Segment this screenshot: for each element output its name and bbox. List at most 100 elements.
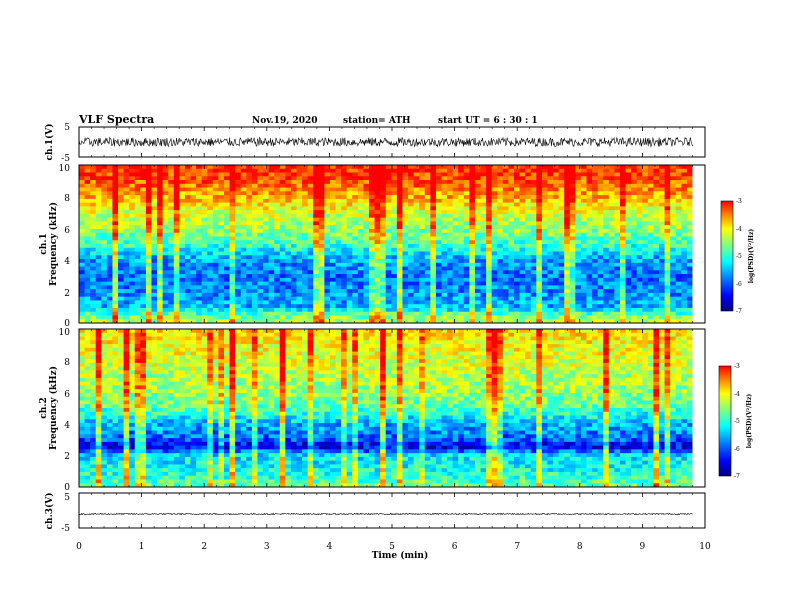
ch1-spectrogram-cell [307, 221, 314, 226]
ch1-spectrogram-cell [592, 315, 599, 320]
ch1-spectrogram-cell [480, 236, 487, 241]
ch1-spectrogram-cell [480, 240, 487, 245]
ch2-spectrogram-cell [112, 441, 119, 447]
ch1-spectrogram-cell [675, 311, 682, 316]
ch1-spectrogram-cell [603, 187, 610, 192]
ch1-spectrogram-cell [173, 304, 180, 309]
ch1-spectrogram-cell [575, 225, 582, 230]
ch1-spectrogram-cell [257, 165, 264, 170]
ch1-spectrogram-cell [179, 289, 186, 294]
ch1-spectrogram-cell [452, 217, 459, 222]
ch1-spectrogram-cell [145, 180, 152, 185]
ch1-spectrogram-cell [363, 168, 370, 173]
ch1-spectrogram-cell [452, 232, 459, 237]
ch1-spectrogram-cell [263, 202, 270, 207]
ch1-spectrogram-cell [369, 296, 375, 301]
ch1-spectrogram-cell [369, 259, 375, 264]
ch1-spectrogram-cell [619, 210, 626, 215]
ch1-spectrogram-cell [329, 206, 336, 211]
ch1-spectrogram-cell [224, 172, 230, 177]
ch1-spectrogram-cell [201, 277, 208, 283]
ch1-spectrogram-cell [681, 213, 688, 219]
ch1-spectrogram-cell [491, 195, 498, 200]
ch1-spectrogram-cell [251, 228, 258, 234]
ch1-spectrogram-cell [508, 228, 515, 234]
ch1-spectrogram-cell [285, 289, 292, 294]
ch1-spectrogram-cell [168, 221, 175, 226]
ch1-spectrogram-cell [357, 255, 364, 260]
ch1-spectrogram-cell [112, 300, 119, 305]
ch1-spectrogram-cell [525, 281, 532, 286]
ch2-spectrogram-cell [84, 332, 91, 337]
ch1-spectrogram-cell [419, 187, 426, 192]
ch1-spectrogram-cell [592, 307, 599, 313]
ch1-spectrogram-cell [341, 191, 348, 196]
ch2-spectrogram-cell [79, 396, 85, 401]
ch2-spectrogram-cell [95, 426, 102, 431]
ch1-spectrogram-cell [530, 307, 537, 313]
ch1-spectrogram-cell [430, 236, 437, 241]
ch1-spectrogram-cell [118, 296, 125, 301]
ch1-spectrogram-cell [664, 180, 671, 185]
ch1-spectrogram-cell [79, 225, 85, 230]
ch1-spectrogram-cell [357, 300, 364, 305]
ch1-spectrogram-cell [196, 319, 203, 324]
ch1-spectrogram-cell [380, 255, 387, 260]
ch1-spectrogram-cell [168, 198, 175, 204]
ch1-spectrogram-cell [675, 315, 682, 320]
ch1-spectrogram-cell [246, 270, 253, 275]
ch1-spectrogram-cell [592, 168, 599, 173]
ch1-spectrogram-cell [112, 319, 119, 324]
ch1-spectrogram-cell [106, 232, 113, 237]
ch1-spectrogram-cell [251, 225, 258, 230]
ch1-spectrogram-cell [145, 232, 152, 237]
ch2-spectrogram-cell [79, 445, 85, 450]
ch1-spectrogram-cell [553, 270, 560, 275]
ch1-spectrogram-cell [151, 180, 158, 185]
ch1-spectrogram-cell [580, 307, 587, 313]
ch1-spectrogram-cell [201, 307, 208, 313]
ch1-spectrogram-cell [447, 210, 454, 215]
ch1-spectrogram-cell [625, 292, 632, 298]
ch1-spectrogram-cell [580, 228, 587, 234]
ch1-spectrogram-cell [447, 191, 454, 196]
ch1-spectrogram-cell [374, 221, 381, 226]
ch1-spectrogram-cell [196, 304, 203, 309]
ch1-spectrogram-cell [168, 255, 175, 260]
ch1-spectrogram-cell [346, 319, 353, 324]
ch1-spectrogram-cell [196, 198, 203, 204]
ch1-spectrogram-cell [162, 210, 169, 215]
ch1-spectrogram-cell [341, 187, 348, 192]
ch1-spectrogram-cell [435, 183, 442, 188]
ch1-spectrogram-cell [341, 274, 348, 279]
ch1-spectrogram-cell [408, 187, 415, 192]
ch1-spectrogram-cell [101, 277, 108, 283]
ch1-spectrogram-cell [118, 304, 125, 309]
ch1-spectrogram-cell [608, 217, 615, 222]
ch1-spectrogram-cell [452, 304, 459, 309]
ch1-spectrogram-cell [363, 266, 370, 271]
ch1-spectrogram-cell [112, 247, 119, 252]
ch2-spectrogram-cell [101, 471, 108, 477]
ch1-spectrogram-cell [190, 315, 197, 320]
ch1-spectrogram-cell [79, 172, 85, 177]
ch1-spectrogram-cell [380, 262, 387, 267]
ch1-spectrogram-cell [647, 191, 654, 196]
ch1-spectrogram-cell [597, 259, 604, 264]
ch1-spectrogram-cell [246, 236, 253, 241]
ch1-spectrogram-cell [408, 172, 415, 177]
ch1-spectrogram-cell [145, 187, 152, 192]
ch1-spectrogram-cell [307, 191, 314, 196]
ch1-spectrogram-cell [145, 259, 152, 264]
ch1-spectrogram-cell [480, 289, 487, 294]
ch1-spectrogram-cell [631, 232, 638, 237]
header-start-time: start UT = 6 : 30 : 1 [438, 116, 538, 126]
ch1-spectrogram-cell [424, 206, 431, 211]
ch1-spectrogram-cell [536, 228, 543, 234]
ch1-spectrogram-cell [240, 195, 247, 200]
ch2-spectrogram-cell [101, 389, 108, 394]
ch1-spectrogram-cell [642, 195, 649, 200]
ch1-spectrogram-cell [435, 225, 442, 230]
ch1-spectrogram-cell [369, 304, 375, 309]
ch1-spectrogram-cell [95, 206, 102, 211]
